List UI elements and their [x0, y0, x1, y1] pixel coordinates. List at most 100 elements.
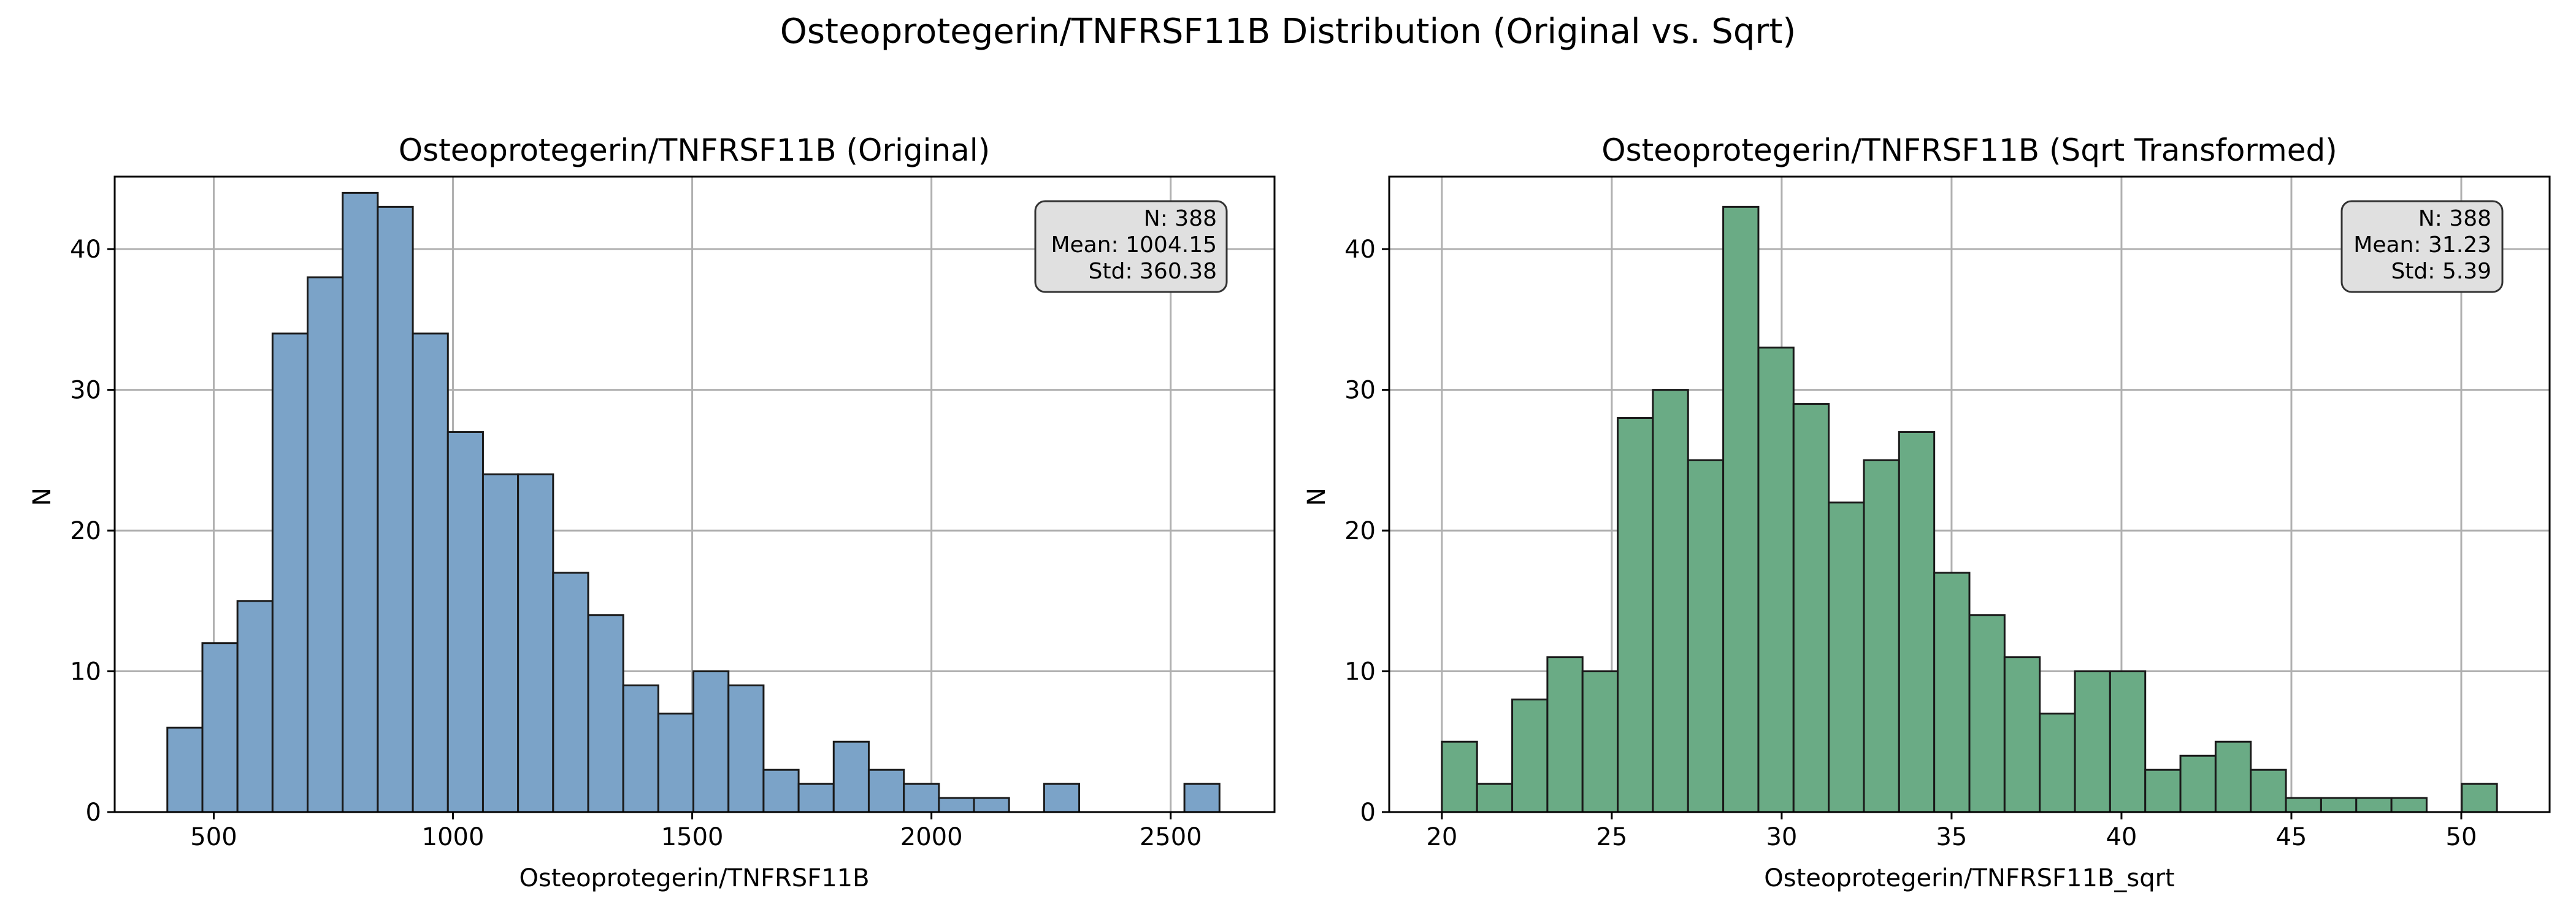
histogram-bar-sqrt [1652, 389, 1689, 813]
histogram-bar-original [938, 797, 975, 813]
x-axis-label-sqrt: Osteoprotegerin/TNFRSF11B_sqrt [1764, 864, 2174, 892]
histogram-bar-sqrt [1617, 417, 1654, 813]
histogram-bar-sqrt [2144, 769, 2182, 813]
histogram-bar-original [762, 769, 800, 813]
x-tick-label: 2500 [1140, 823, 1202, 851]
histogram-bar-original [236, 600, 274, 813]
histogram-bar-original [271, 332, 309, 813]
y-axis-label-original: N [28, 488, 56, 506]
histogram-bar-sqrt [2355, 797, 2393, 813]
x-tick-label: 2000 [900, 823, 963, 851]
histogram-bar-sqrt [2109, 670, 2147, 813]
histogram-bar-original [412, 332, 449, 813]
y-tick-label: 10 [70, 658, 101, 686]
histogram-bar-sqrt [2320, 797, 2358, 813]
histogram-bar-sqrt [1828, 501, 1865, 813]
histogram-bar-sqrt [2285, 797, 2322, 813]
chart-title-sqrt: Osteoprotegerin/TNFRSF11B (Sqrt Transfor… [1601, 132, 2337, 168]
y-tick-label: 0 [86, 799, 101, 827]
x-tick-label: 50 [2446, 823, 2477, 851]
stats-box-original: N: 388 Mean: 1004.15 Std: 360.38 [1034, 200, 1228, 293]
figure-suptitle: Osteoprotegerin/TNFRSF11B Distribution (… [780, 12, 1796, 52]
plot-frame-original [113, 175, 1276, 813]
x-tick-label: 25 [1596, 823, 1627, 851]
stats-std-sqrt: Std: 5.39 [2391, 259, 2491, 284]
histogram-bar-original [517, 473, 554, 813]
x-tick-label: 30 [1766, 823, 1797, 851]
histogram-bar-original [797, 783, 835, 813]
chart-title-original: Osteoprotegerin/TNFRSF11B (Original) [399, 132, 990, 168]
histogram-bar-sqrt [1441, 740, 1478, 813]
histogram-bar-original [342, 191, 379, 813]
histogram-bar-original [657, 712, 695, 813]
histogram-bar-original [481, 473, 519, 813]
histogram-bar-sqrt [1863, 459, 1900, 813]
stats-std-original: Std: 360.38 [1089, 259, 1217, 284]
x-tick-label: 40 [2106, 823, 2137, 851]
histogram-bar-original [622, 684, 659, 813]
histogram-bar-sqrt [2039, 712, 2076, 813]
histogram-bar-original [1183, 783, 1221, 813]
histogram-bar-original [447, 431, 484, 813]
y-tick-label: 0 [1360, 799, 1376, 827]
histogram-bar-original [903, 783, 940, 813]
histogram-bar-sqrt [1581, 670, 1619, 813]
histogram-bar-original [587, 614, 624, 813]
x-tick-label: 35 [1936, 823, 1967, 851]
plot-frame-sqrt [1388, 175, 2551, 813]
histogram-bar-original [867, 769, 905, 813]
histogram-bar-sqrt [2214, 740, 2252, 813]
histogram-bar-original [201, 642, 239, 813]
stats-mean-original: Mean: 1004.15 [1051, 232, 1217, 258]
x-tick-label: 20 [1426, 823, 1457, 851]
histogram-bar-original [727, 684, 765, 813]
histogram-bar-sqrt [1546, 656, 1584, 813]
y-tick-label: 10 [1344, 658, 1376, 686]
histogram-bar-sqrt [1968, 614, 2006, 813]
histogram-bar-sqrt [2179, 754, 2217, 813]
histogram-bar-sqrt [1898, 431, 1936, 813]
histogram-bar-sqrt [2461, 783, 2498, 813]
y-tick-label: 20 [1344, 517, 1376, 545]
x-tick-label: 45 [2275, 823, 2307, 851]
histogram-bar-sqrt [1792, 403, 1830, 813]
y-tick-label: 20 [70, 517, 101, 545]
histogram-bar-sqrt [1757, 347, 1795, 813]
histogram-bar-sqrt [1933, 572, 1971, 813]
bars-sqrt [1441, 205, 2498, 813]
y-tick-label: 40 [1344, 236, 1376, 264]
x-tick-label: 500 [190, 823, 237, 851]
x-tick-label: 1000 [422, 823, 485, 851]
histogram-bar-sqrt [1476, 783, 1514, 813]
stats-n-original: N: 388 [1144, 206, 1217, 231]
ticks-sqrt: 20 25 30 35 40 45 50 0 10 20 30 40 [1344, 236, 2477, 851]
histogram-bar-original [692, 670, 730, 813]
histogram-bar-sqrt [1687, 459, 1725, 813]
histogram-bar-sqrt [2390, 797, 2428, 813]
stats-box-sqrt: N: 388 Mean: 31.23 Std: 5.39 [2340, 200, 2504, 293]
histogram-bar-original [377, 205, 414, 813]
histogram-bar-sqrt [2250, 769, 2287, 813]
histogram-bar-original [307, 276, 344, 813]
stats-mean-sqrt: Mean: 31.23 [2353, 232, 2491, 258]
histogram-bar-sqrt [1722, 205, 1760, 813]
histogram-bar-sqrt [2074, 670, 2111, 813]
stats-n-sqrt: N: 388 [2418, 206, 2491, 231]
x-tick-label: 1500 [661, 823, 724, 851]
histogram-bar-original [832, 740, 870, 813]
histogram-bar-original [973, 797, 1010, 813]
histogram-bar-original [166, 726, 204, 813]
histogram-original-panel: Osteoprotegerin/TNFRSF11B (Original) Ost… [28, 132, 1276, 892]
y-axis-label-sqrt: N [1303, 488, 1331, 506]
x-axis-label-original: Osteoprotegerin/TNFRSF11B [519, 864, 869, 892]
y-tick-label: 30 [1344, 377, 1376, 405]
ticks-original: 500 1000 1500 2000 2500 0 10 20 30 40 [70, 236, 1202, 851]
histogram-bar-sqrt [2003, 656, 2041, 813]
histogram-bar-original [1043, 783, 1081, 813]
histogram-sqrt-panel: Osteoprotegerin/TNFRSF11B (Sqrt Transfor… [1303, 132, 2551, 892]
y-tick-label: 30 [70, 377, 101, 405]
y-tick-label: 40 [70, 236, 101, 264]
histogram-bar-sqrt [1511, 698, 1549, 813]
histogram-bar-original [552, 572, 589, 813]
